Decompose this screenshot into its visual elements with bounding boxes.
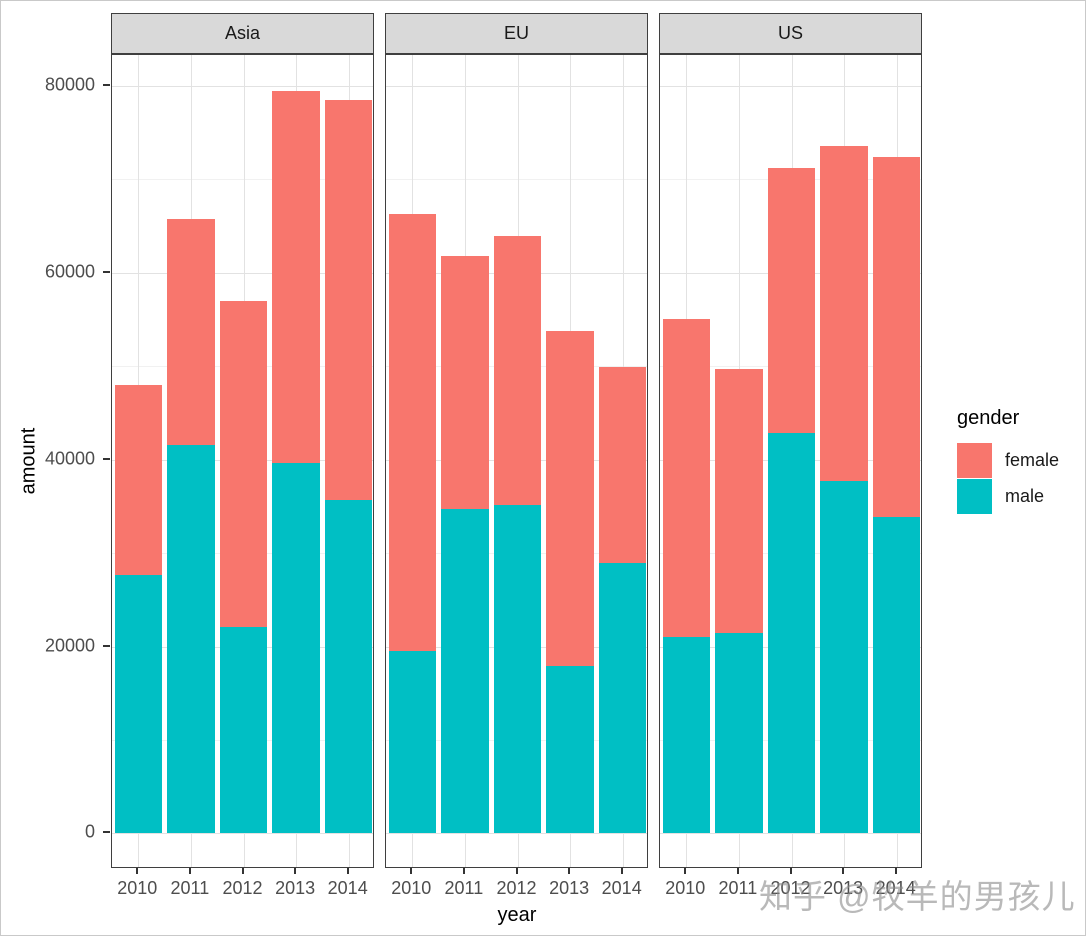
bar-segment-male <box>272 463 320 834</box>
gridline-major-h <box>112 85 373 87</box>
x-tick-mark <box>241 868 244 874</box>
gridline-major-h <box>386 85 647 87</box>
y-tick-label: 80000 <box>44 74 95 95</box>
legend-title: gender <box>957 407 1020 429</box>
x-tick-mark <box>346 868 349 874</box>
bar-segment-male <box>767 433 816 834</box>
bar-segment-male <box>715 632 763 834</box>
x-tick-label: 2013 <box>275 878 316 898</box>
facet-plot-area <box>111 54 374 868</box>
bar-segment-female <box>873 156 921 517</box>
bar-segment-female <box>441 255 489 510</box>
x-tick-mark <box>842 868 845 874</box>
x-tick-mark <box>620 868 623 874</box>
bar-segment-male <box>662 637 710 834</box>
y-tick-mark <box>103 831 110 834</box>
bar-segment-female <box>272 90 320 464</box>
facet-strip: EU <box>385 13 648 54</box>
facet-plot-area <box>385 54 648 868</box>
bar-segment-male <box>873 516 921 834</box>
x-tick-label: 2010 <box>391 878 432 898</box>
x-tick-label: 2010 <box>665 878 706 898</box>
bar-segment-male <box>599 563 647 834</box>
y-tick-label: 20000 <box>44 635 95 656</box>
x-tick-label: 2012 <box>222 878 263 898</box>
facet-plot-area <box>659 54 922 868</box>
x-tick-mark <box>188 868 191 874</box>
bar-segment-male <box>167 444 215 834</box>
bar-segment-male <box>820 481 868 834</box>
facet-strip: Asia <box>111 13 374 54</box>
y-tick-mark <box>103 270 110 273</box>
legend-item-female: female <box>957 442 1059 478</box>
bar-segment-male <box>325 499 373 834</box>
bar-segment-male <box>219 626 268 834</box>
x-tick-mark <box>294 868 297 874</box>
bar-segment-female <box>219 300 268 627</box>
gridline-major-h <box>660 85 921 87</box>
watermark: 知乎 @牧羊的男孩儿 <box>759 878 1076 915</box>
bar-segment-female <box>325 99 373 500</box>
x-axis-title: year <box>497 904 537 926</box>
bar-segment-female <box>493 236 542 505</box>
x-tick-mark <box>462 868 465 874</box>
legend-items: female male <box>957 442 1059 514</box>
x-tick-label: 2013 <box>823 878 864 898</box>
x-tick-label: 2013 <box>549 878 590 898</box>
x-tick-mark <box>136 868 139 874</box>
y-tick-mark <box>103 644 110 647</box>
y-tick-label: 60000 <box>44 261 95 282</box>
bar-segment-female <box>599 367 647 564</box>
bar-segment-male <box>114 574 162 834</box>
x-tick-mark <box>568 868 571 874</box>
bar-segment-female <box>167 219 215 445</box>
bar-segment-male <box>546 666 594 834</box>
gridline-major-h <box>112 833 373 835</box>
y-tick-label: 0 <box>84 821 95 842</box>
gridline-major-h <box>660 833 921 835</box>
legend-label: female <box>1005 449 1060 470</box>
x-tick-label: 2011 <box>444 878 484 898</box>
bar-segment-female <box>820 145 868 482</box>
bar-segment-male <box>441 509 489 834</box>
bar-segment-female <box>767 168 816 434</box>
x-tick-label: 2010 <box>117 878 158 898</box>
x-tick-mark <box>515 868 518 874</box>
gridline-minor-h <box>386 179 647 181</box>
x-tick-mark <box>410 868 413 874</box>
y-tick-label: 40000 <box>44 448 95 469</box>
x-tick-label: 2014 <box>601 878 642 898</box>
x-tick-mark <box>736 868 739 874</box>
x-tick-mark <box>684 868 687 874</box>
bar-segment-female <box>546 330 594 667</box>
bar-segment-female <box>114 384 162 575</box>
legend-key-female <box>957 442 992 478</box>
gridline-major-h <box>386 833 647 835</box>
x-tick-mark <box>789 868 792 874</box>
legend-item-male: male <box>957 478 1059 514</box>
legend-key-male <box>957 478 992 514</box>
legend: gender female male <box>957 407 1059 514</box>
bar-segment-female <box>388 213 436 652</box>
x-tick-label: 2012 <box>496 878 537 898</box>
bar-segment-male <box>493 504 542 834</box>
bar-segment-female <box>715 369 763 633</box>
legend-label: male <box>1005 485 1045 506</box>
x-tick-label: 2011 <box>718 878 758 898</box>
y-tick-mark <box>103 83 110 86</box>
facet-strip: US <box>659 13 922 54</box>
bar-segment-male <box>388 651 436 834</box>
bar-segment-female <box>662 319 710 638</box>
x-tick-label: 2014 <box>875 878 916 898</box>
gridline-major-h <box>112 272 373 274</box>
gridline-minor-h <box>112 179 373 181</box>
x-tick-label: 2014 <box>327 878 368 898</box>
x-tick-label: 2011 <box>170 878 210 898</box>
x-tick-mark <box>894 868 897 874</box>
x-tick-label: 2012 <box>770 878 811 898</box>
y-tick-mark <box>103 457 110 460</box>
